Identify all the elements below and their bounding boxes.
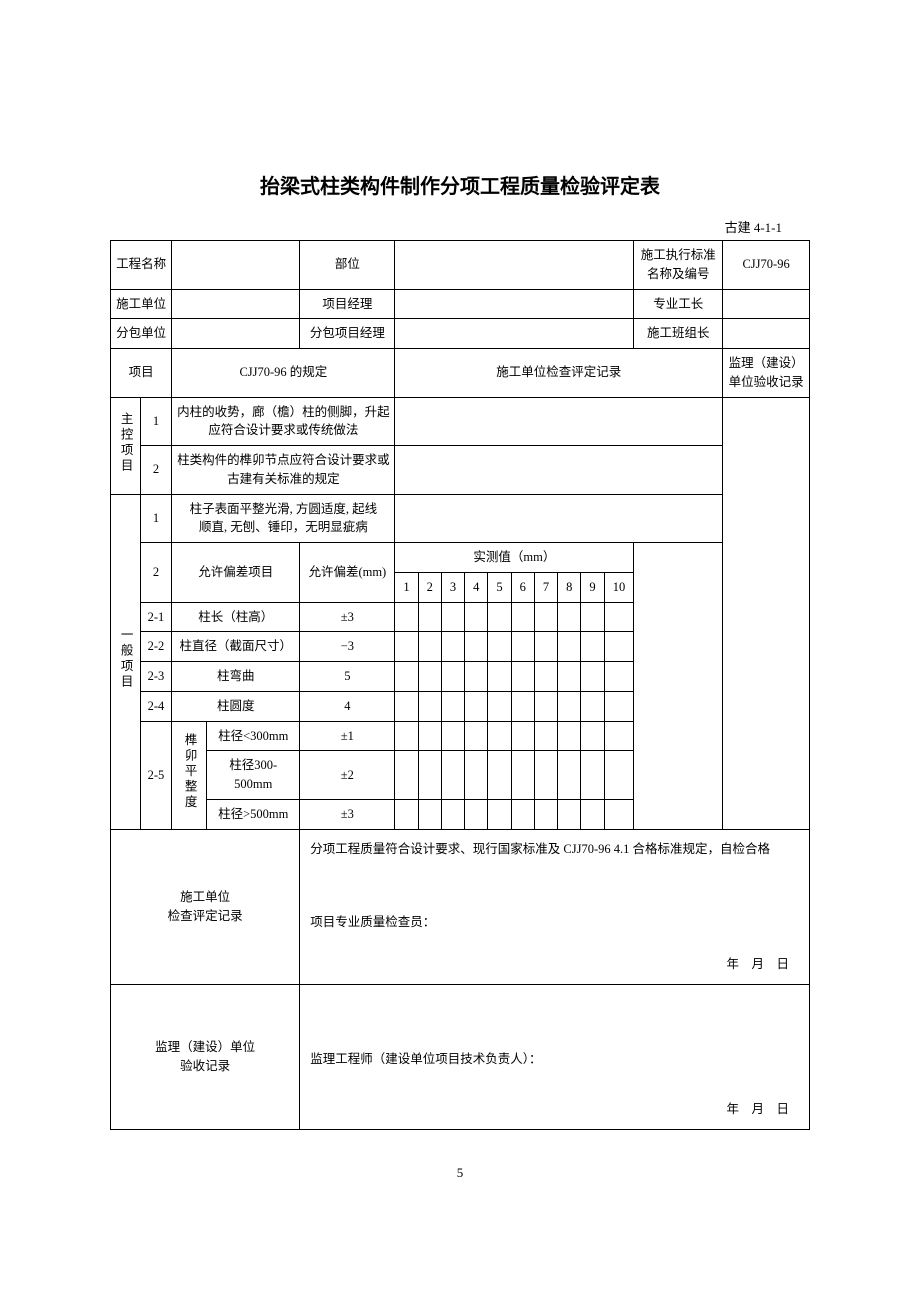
tol-val-21: ±3: [300, 602, 395, 632]
sub25-r2-val: ±2: [300, 751, 395, 800]
mc-check-1: [395, 397, 723, 446]
g-num-1: 1: [140, 494, 172, 543]
tol-item-header: 允许偏差项目: [172, 543, 300, 603]
sub25-r2-name: 柱径300-500mm: [207, 751, 300, 800]
cell-constructunit-val: [172, 289, 300, 319]
cell-subunit-val: [172, 319, 300, 349]
cell-foreman-val: [723, 289, 810, 319]
g-text-1: 柱子表面平整光滑, 方圆适度, 起线 顺直, 无刨、锤印，无明显疵病: [172, 494, 395, 543]
tol-n-23: 2-3: [140, 662, 172, 692]
m-3: 3: [441, 572, 464, 602]
cell-teamleader-val: [723, 319, 810, 349]
tol-n-25: 2-5: [140, 721, 172, 829]
tol-name-21: 柱长（柱高）: [172, 602, 300, 632]
measured-header: 实测值（mm）: [395, 543, 634, 573]
m-5: 5: [488, 572, 511, 602]
tol-name-22: 柱直径（截面尺寸）: [172, 632, 300, 662]
cell-projname-val: [172, 241, 300, 290]
check-record-label: 施工单位 检查评定记录: [111, 829, 300, 984]
document-title: 抬梁式柱类构件制作分项工程质量检验评定表: [110, 170, 810, 199]
check-record-content: 分项工程质量符合设计要求、现行国家标准及 CJJ70-96 4.1 合格标准规定…: [300, 829, 810, 984]
g-check-remark: [634, 543, 723, 830]
tol-val-header: 允许偏差(mm): [300, 543, 395, 603]
sub25-r1-name: 柱径<300mm: [207, 721, 300, 751]
col-regulation: CJJ70-96 的规定: [172, 349, 395, 398]
tol-val-24: 4: [300, 691, 395, 721]
m-8: 8: [558, 572, 581, 602]
label-teamleader: 施工班组长: [634, 319, 723, 349]
supervise-record-content: 监理工程师（建设单位项目技术负责人）： 年 月 日: [300, 984, 810, 1129]
mc-check-2: [395, 446, 723, 495]
tol-val-23: 5: [300, 662, 395, 692]
m-10: 10: [604, 572, 634, 602]
mc-num-2: 2: [140, 446, 172, 495]
label-foreman: 专业工长: [634, 289, 723, 319]
sub25-r3-name: 柱径>500mm: [207, 799, 300, 829]
mc-text-2: 柱类构件的榫卯节点应符合设计要求或古建有关标准的规定: [172, 446, 395, 495]
maincontrol-label: 主控项目: [111, 397, 141, 494]
tol-n-24: 2-4: [140, 691, 172, 721]
tol-n-22: 2-2: [140, 632, 172, 662]
m-1: 1: [395, 572, 418, 602]
label-part: 部位: [300, 241, 395, 290]
tol-name-24: 柱圆度: [172, 691, 300, 721]
m-4: 4: [465, 572, 488, 602]
cell-part-val: [395, 241, 634, 290]
cell-subpm-val: [395, 319, 634, 349]
sub25-label: 榫卯平整度: [172, 721, 207, 829]
supervise-col: [723, 397, 810, 829]
supervise-record-label: 监理（建设）单位 验收记录: [111, 984, 300, 1129]
label-projname: 工程名称: [111, 241, 172, 290]
tol-val-22: −3: [300, 632, 395, 662]
tol-name-23: 柱弯曲: [172, 662, 300, 692]
mc-text-1: 内柱的收势，廊（檐）柱的侧脚，升起应符合设计要求或传统做法: [172, 397, 395, 446]
m-2: 2: [418, 572, 441, 602]
m-6: 6: [511, 572, 534, 602]
cell-stdval: CJJ70-96: [723, 241, 810, 290]
page-number: 5: [110, 1165, 810, 1181]
mc-num-1: 1: [140, 397, 172, 446]
cell-pm-val: [395, 289, 634, 319]
label-stdname: 施工执行标准名称及编号: [634, 241, 723, 290]
m-9: 9: [581, 572, 604, 602]
m-7: 7: [534, 572, 557, 602]
label-subpm: 分包项目经理: [300, 319, 395, 349]
label-subunit: 分包单位: [111, 319, 172, 349]
col-supervise: 监理（建设）单位验收记录: [723, 349, 810, 398]
label-constructunit: 施工单位: [111, 289, 172, 319]
g-num-2: 2: [140, 543, 172, 603]
label-pm: 项目经理: [300, 289, 395, 319]
col-check: 施工单位检查评定记录: [395, 349, 723, 398]
g-check-1: [395, 494, 723, 543]
sub25-r3-val: ±3: [300, 799, 395, 829]
general-label: 一般项目: [111, 494, 141, 829]
col-item: 项目: [111, 349, 172, 398]
document-subtitle: 古建 4-1-1: [110, 217, 810, 236]
sub25-r1-val: ±1: [300, 721, 395, 751]
tol-n-21: 2-1: [140, 602, 172, 632]
inspection-table: 工程名称 部位 施工执行标准名称及编号 CJJ70-96 施工单位 项目经理 专…: [110, 240, 810, 1130]
